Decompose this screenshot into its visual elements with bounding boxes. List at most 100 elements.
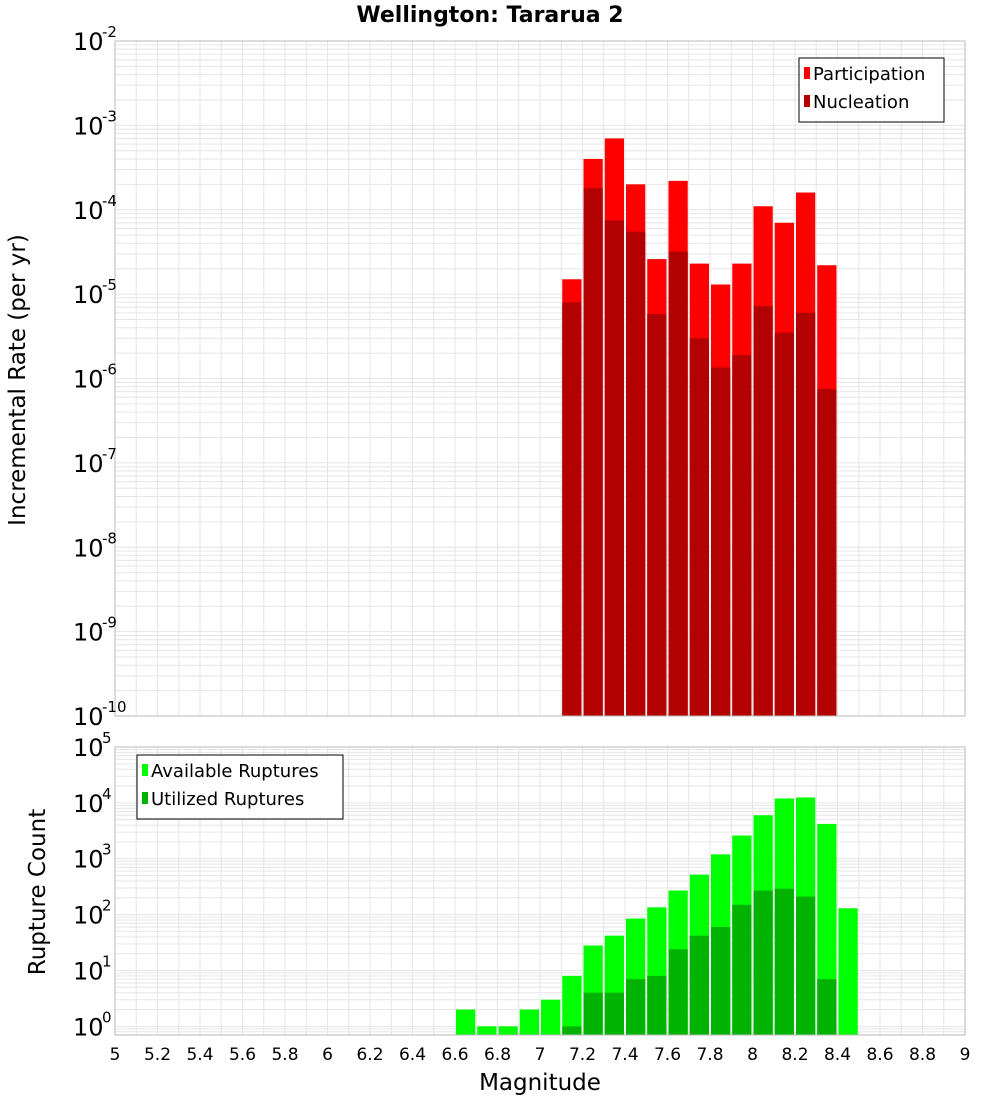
y-tick-label: 104 [73, 785, 112, 818]
y-tick-label: 105 [73, 729, 112, 762]
bar-nucleation [774, 332, 794, 716]
svg-text:-8: -8 [102, 529, 117, 547]
svg-text:-5: -5 [102, 276, 117, 294]
x-tick-label: 8 [747, 1045, 758, 1065]
bar-nucleation [647, 314, 667, 716]
bar-utilized-ruptures [689, 935, 709, 1035]
x-tick-label: 7.2 [569, 1045, 596, 1065]
svg-text:-3: -3 [102, 107, 117, 125]
bar-utilized-ruptures [668, 949, 688, 1035]
bar-nucleation [583, 188, 603, 717]
x-tick-label: 8.6 [866, 1045, 893, 1065]
x-tick-label: 8.2 [781, 1045, 808, 1065]
legend-swatch [804, 67, 810, 79]
svg-text:10: 10 [73, 1013, 104, 1041]
svg-text:-2: -2 [102, 23, 117, 41]
bar-utilized-ruptures [626, 979, 646, 1035]
x-tick-label: 7.6 [654, 1045, 681, 1065]
svg-text:5: 5 [102, 729, 112, 747]
legend-swatch [142, 764, 148, 776]
x-tick-label: 8.4 [824, 1045, 851, 1065]
svg-text:2: 2 [102, 897, 112, 915]
svg-text:0: 0 [102, 1008, 112, 1026]
y-tick-label: 10-7 [73, 445, 117, 478]
bar-utilized-ruptures [732, 904, 752, 1035]
bar-utilized-ruptures [753, 890, 773, 1035]
bar-available-ruptures [562, 975, 582, 1035]
bar-utilized-ruptures [774, 888, 794, 1035]
y-tick-label: 10-6 [73, 361, 117, 394]
bar-available-ruptures [477, 1026, 497, 1035]
x-tick-label: 6.4 [399, 1045, 426, 1065]
bar-nucleation [562, 302, 582, 716]
y-tick-label: 10-9 [73, 614, 117, 647]
bar-available-ruptures [498, 1026, 518, 1035]
top-y-axis-label: Incremental Rate (per yr) [5, 234, 31, 526]
svg-text:-6: -6 [102, 361, 117, 379]
bar-nucleation [626, 231, 646, 716]
y-tick-label: 102 [73, 897, 112, 930]
x-tick-label: 6.6 [441, 1045, 468, 1065]
chart-title: Wellington: Tararua 2 [356, 3, 623, 28]
bar-utilized-ruptures [647, 975, 667, 1035]
x-tick-label: 5.2 [144, 1045, 171, 1065]
svg-text:-10: -10 [102, 698, 127, 716]
svg-text:10: 10 [73, 197, 104, 225]
y-tick-label: 10-4 [73, 192, 117, 225]
count-series-1 [562, 888, 837, 1035]
svg-text:10: 10 [73, 28, 104, 56]
bar-utilized-ruptures [796, 896, 816, 1035]
bar-utilized-ruptures [583, 992, 603, 1035]
legend-swatch [142, 792, 148, 804]
count-plot-frame [114, 746, 966, 1036]
bar-utilized-ruptures [817, 979, 837, 1035]
bar-nucleation [689, 338, 709, 716]
y-tick-label: 10-5 [73, 276, 117, 309]
x-tick-label: 8.8 [909, 1045, 936, 1065]
svg-text:10: 10 [73, 112, 104, 140]
svg-text:-4: -4 [102, 192, 117, 210]
svg-text:10: 10 [73, 366, 104, 394]
svg-text:10: 10 [73, 703, 104, 731]
svg-text:4: 4 [102, 785, 112, 803]
x-tick-label: 5 [110, 1045, 121, 1065]
bar-nucleation [817, 389, 837, 716]
y-tick-label: 100 [73, 1008, 112, 1041]
svg-text:10: 10 [73, 619, 104, 647]
x-tick-label: 7 [535, 1045, 546, 1065]
bar-nucleation [796, 312, 816, 716]
bar-nucleation [711, 367, 731, 716]
y-tick-label: 101 [73, 952, 112, 985]
svg-text:10: 10 [73, 790, 104, 818]
x-tick-label: 9 [960, 1045, 971, 1065]
y-tick-label: 103 [73, 841, 112, 874]
legend-label: Available Ruptures [151, 761, 319, 782]
y-tick-label: 10-3 [73, 107, 117, 140]
svg-text:10: 10 [73, 734, 104, 762]
bar-nucleation [604, 220, 624, 717]
x-tick-label: 5.6 [229, 1045, 256, 1065]
bar-nucleation [732, 354, 752, 716]
svg-text:10: 10 [73, 534, 104, 562]
bar-available-ruptures [541, 999, 561, 1035]
x-tick-label: 6.2 [356, 1045, 383, 1065]
svg-text:10: 10 [73, 281, 104, 309]
svg-text:10: 10 [73, 846, 104, 874]
legend-label: Nucleation [813, 92, 909, 113]
rate-panel: 10-1010-910-810-710-610-510-410-310-2Par… [73, 23, 966, 731]
svg-text:10: 10 [73, 957, 104, 985]
bar-available-ruptures [838, 908, 858, 1035]
legend-label: Utilized Ruptures [151, 789, 304, 810]
bar-nucleation [753, 306, 773, 716]
y-tick-label: 10-8 [73, 529, 117, 562]
x-tick-label: 5.4 [186, 1045, 213, 1065]
bar-available-ruptures [519, 1009, 539, 1035]
svg-text:-9: -9 [102, 614, 117, 632]
svg-text:10: 10 [73, 902, 104, 930]
bar-utilized-ruptures [604, 992, 624, 1035]
count-legend: Available Ruptures Utilized Ruptures [136, 754, 344, 820]
bar-available-ruptures [456, 1009, 476, 1035]
svg-text:3: 3 [102, 841, 112, 859]
